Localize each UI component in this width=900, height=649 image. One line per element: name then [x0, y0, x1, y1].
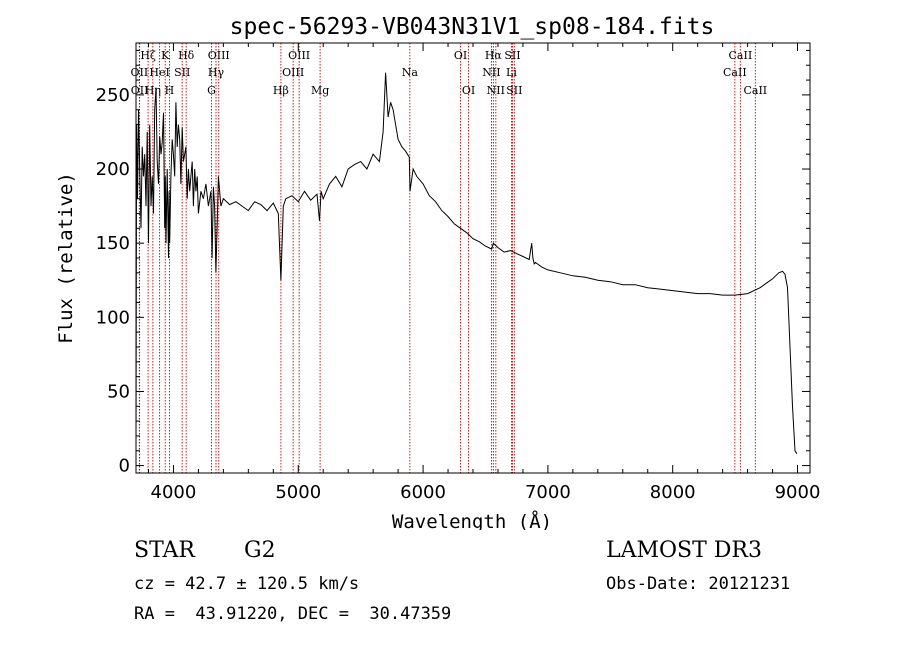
y-tick-label: 200 [96, 159, 130, 180]
line-marker-label: SII [506, 84, 522, 97]
line-marker-label: HeI [149, 66, 169, 79]
x-tick-label: 5000 [275, 482, 321, 503]
x-tick-label: 6000 [400, 482, 446, 503]
y-axis-label: Flux (relative) [55, 172, 77, 344]
survey-name: LAMOST DR3 [606, 538, 762, 563]
line-marker-label: Hβ [273, 84, 289, 97]
line-marker-label: Mg [311, 84, 329, 97]
ra-dec-coordinates: RA = 43.91220, DEC = 30.47359 [134, 604, 452, 624]
line-marker-labels: Hδ SII H K HeI Hη Hζ OII OII OIII Hγ G Hβ OIII OIII Mg N… [131, 49, 768, 97]
x-tick-label: 4000 [151, 482, 197, 503]
line-marker-label: SII [174, 66, 190, 79]
line-marker-label: NII [487, 84, 505, 97]
x-tick-label: 7000 [525, 482, 571, 503]
line-marker-label: Na [402, 66, 419, 79]
x-tick-label: 9000 [775, 482, 821, 503]
line-marker-label: OII [131, 66, 149, 79]
y-axis-ticks: 0 50 100 150 200 250 [96, 49, 810, 477]
chart-title: spec-56293-VB043N31V1_sp08-184.fits [230, 14, 715, 40]
line-marker-label: Hγ [208, 66, 225, 79]
line-marker-label: OII [131, 84, 149, 97]
line-marker-label: Hη [145, 84, 161, 97]
line-marker-label: CaII [729, 49, 753, 62]
line-marker-label: Hζ [140, 49, 156, 62]
line-marker-label: SII [504, 49, 520, 62]
line-marker-label: Hδ [178, 49, 195, 62]
observation-date: Obs-Date: 20121231 [606, 574, 791, 594]
y-tick-label: 100 [96, 307, 130, 328]
line-marker-label: CaII [723, 66, 747, 79]
line-markers [138, 43, 756, 473]
object-subclass: G2 [244, 538, 276, 563]
line-marker-label: Li [506, 66, 517, 79]
spectrum-chart: spec-56293-VB043N31V1_sp08-184.fits Hδ SI… [55, 14, 821, 530]
line-marker-label: OIII [282, 66, 304, 79]
plot-frame [135, 42, 811, 474]
x-axis-ticks: 4000 5000 6000 7000 8000 9000 [147, 43, 821, 503]
line-marker-label: OIII [208, 49, 230, 62]
flux-series-line [135, 72, 798, 454]
y-tick-label: 250 [96, 85, 130, 106]
object-type: STAR [134, 538, 195, 563]
x-axis-label: Wavelength (Å) [392, 510, 552, 530]
y-tick-label: 150 [96, 233, 130, 254]
y-tick-label: 0 [119, 456, 130, 477]
line-marker-label: K [161, 49, 170, 62]
line-marker-label: NII [482, 66, 500, 79]
line-marker-label: OIII [288, 49, 310, 62]
line-marker-label: CaII [743, 84, 767, 97]
line-marker-label: OI [462, 84, 475, 97]
line-marker-label: H [165, 84, 175, 97]
y-tick-label: 50 [107, 381, 130, 402]
line-marker-label: G [207, 84, 216, 97]
redshift-cz: cz = 42.7 ± 120.5 km/s [134, 574, 360, 594]
x-tick-label: 8000 [650, 482, 696, 503]
line-marker-label: OI [454, 49, 467, 62]
line-marker-label: Hα [485, 49, 503, 62]
